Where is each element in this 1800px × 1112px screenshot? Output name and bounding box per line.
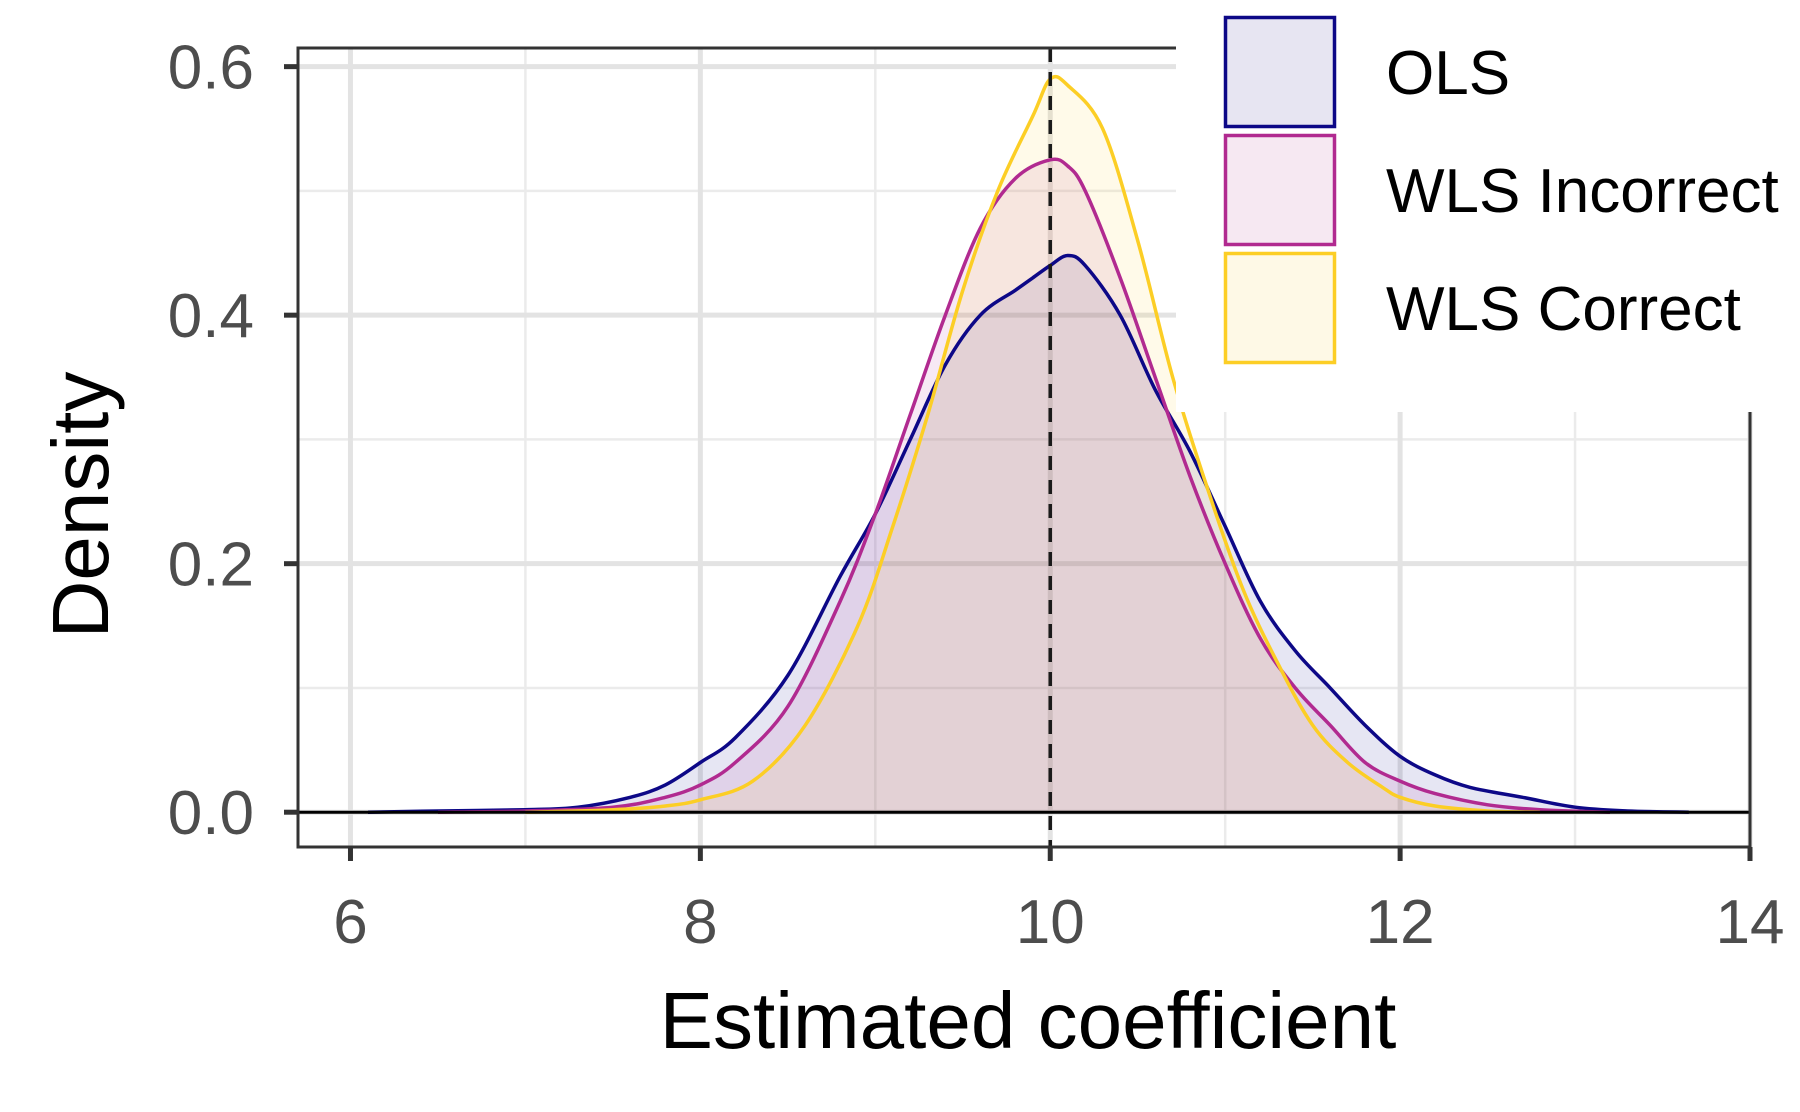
y-tick-label: 0.2 bbox=[168, 531, 254, 600]
x-tick-label: 8 bbox=[683, 888, 717, 957]
legend-key-wls-incorrect bbox=[1223, 133, 1337, 247]
y-axis-title: Density bbox=[36, 372, 125, 639]
legend-key-wls-correct bbox=[1223, 251, 1337, 365]
density-line-wls-incorrect bbox=[437, 157, 1611, 814]
x-axis-title: Estimated coefficient bbox=[660, 976, 1397, 1065]
density-lines bbox=[367, 74, 1689, 814]
density-area-wls-correct bbox=[525, 76, 1541, 813]
x-axis: 6 8 10 12 14 bbox=[333, 847, 1784, 957]
legend-label-wls-incorrect: WLS Incorrect bbox=[1386, 157, 1779, 226]
legend: OLS WLS Incorrect WLS Correct bbox=[1176, 0, 1800, 412]
legend-label-ols: OLS bbox=[1386, 39, 1510, 108]
density-areas bbox=[368, 76, 1689, 813]
x-tick-label: 12 bbox=[1366, 888, 1435, 957]
x-tick-label: 14 bbox=[1716, 888, 1785, 957]
y-axis: 0.0 0.2 0.4 0.6 bbox=[168, 34, 298, 848]
density-area-ols bbox=[368, 255, 1689, 813]
density-area-wls-incorrect bbox=[438, 159, 1610, 813]
panel-border bbox=[296, 46, 1752, 849]
x-tick-label: 6 bbox=[333, 888, 367, 957]
density-line-wls-correct bbox=[525, 74, 1541, 814]
density-line-ols bbox=[367, 253, 1689, 814]
y-tick-label: 0.6 bbox=[168, 34, 254, 103]
legend-key-ols bbox=[1223, 15, 1337, 129]
y-tick-label: 0.0 bbox=[168, 779, 254, 848]
y-tick-label: 0.4 bbox=[168, 282, 254, 351]
legend-label-wls-correct: WLS Correct bbox=[1386, 275, 1741, 344]
x-tick-label: 10 bbox=[1016, 888, 1085, 957]
